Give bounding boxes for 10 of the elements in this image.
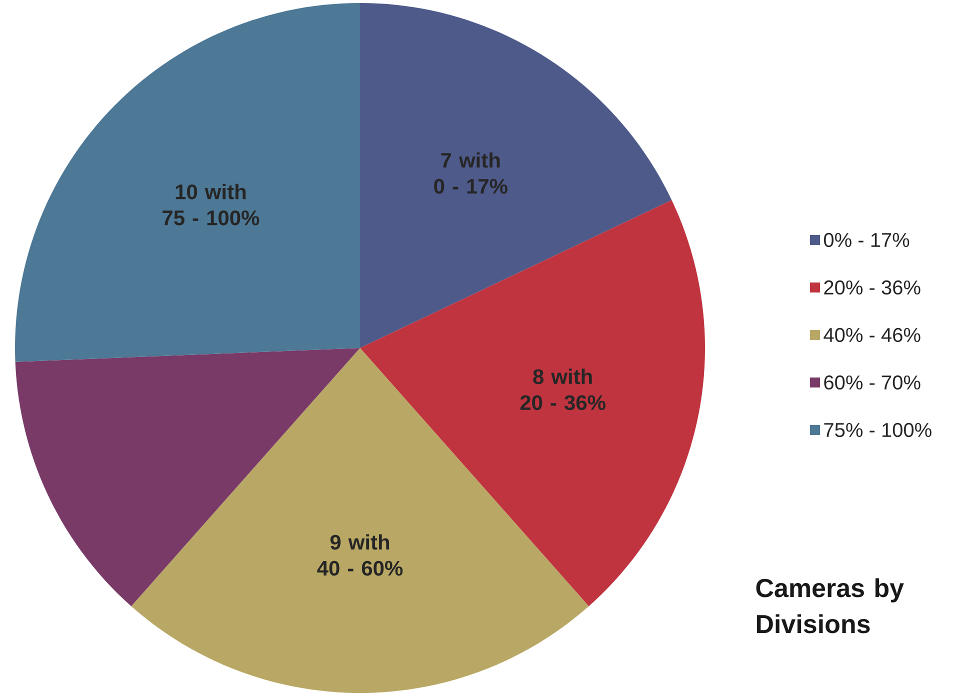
text: Cameras by Divisions bbox=[756, 578, 904, 634]
legend-label: 40% - 46% bbox=[824, 328, 920, 342]
data-label: 8 with 20 - 36% bbox=[520, 368, 606, 410]
data-label: 7 with 0 - 17% bbox=[434, 152, 508, 194]
legend-label: 20% - 36% bbox=[824, 280, 920, 295]
legend-label: 60% - 70% bbox=[824, 375, 920, 390]
legend-label: 75% - 100% bbox=[824, 422, 932, 438]
data-label: 9 with 40 - 60% bbox=[317, 534, 403, 576]
data-label: 10 with 75 - 100% bbox=[162, 184, 260, 226]
legend-label: 0% - 17% bbox=[824, 232, 910, 248]
